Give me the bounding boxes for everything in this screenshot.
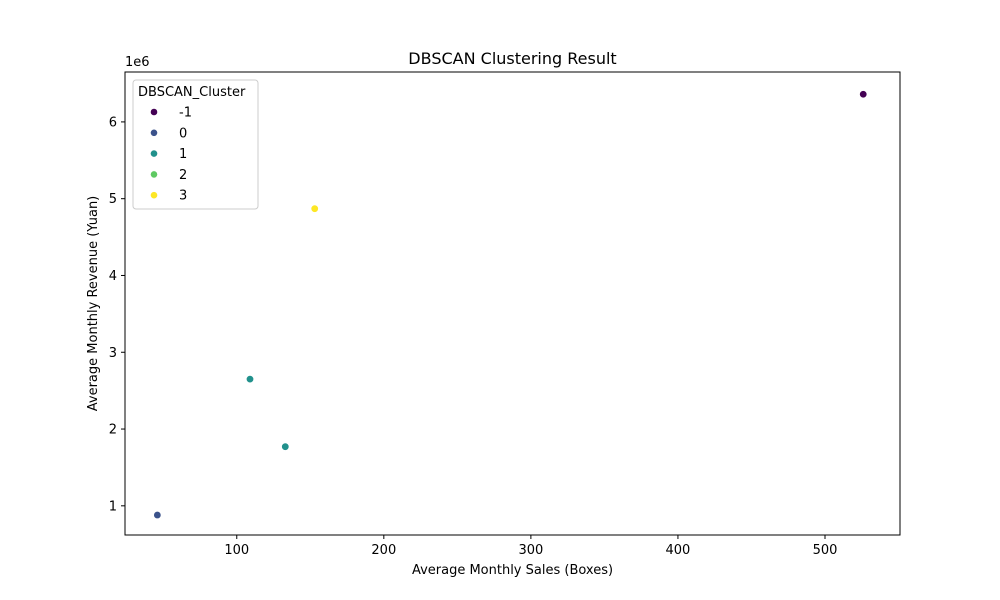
legend: DBSCAN_Cluster -1 0 1 2 3 (132, 79, 259, 210)
data-point (859, 90, 868, 99)
x-tick-label: 400 (666, 543, 691, 558)
legend-marker (150, 191, 158, 200)
y-tick-label: 2 (109, 423, 117, 438)
y-axis-offset-label: 1e6 (125, 55, 150, 70)
chart-title: DBSCAN Clustering Result (408, 49, 616, 68)
y-tick-label: 4 (109, 269, 117, 284)
y-tick-label: 3 (109, 346, 117, 361)
y-tick-label: 5 (109, 192, 117, 207)
x-tick-label: 500 (813, 543, 838, 558)
y-tick-label: 6 (109, 115, 117, 130)
data-point (310, 204, 319, 213)
legend-entry-label: 1 (179, 147, 187, 162)
y-axis-label: Average Monthly Revenue (Yuan) (86, 196, 101, 411)
y-axis-ticks: 1 2 3 4 5 6 (109, 115, 125, 514)
legend-marker (150, 108, 158, 116)
legend-title: DBSCAN_Cluster (138, 85, 246, 100)
x-tick-label: 300 (518, 543, 543, 558)
legend-entries: -1 0 1 2 3 (150, 106, 192, 204)
legend-marker (150, 128, 158, 137)
data-point (245, 374, 255, 384)
legend-entry-label: -1 (179, 106, 192, 121)
legend-frame (132, 79, 259, 210)
data-points (153, 90, 868, 520)
x-tick-label: 200 (371, 543, 396, 558)
legend-entry-label: 2 (179, 168, 187, 183)
x-tick-label: 100 (224, 543, 249, 558)
data-point (153, 510, 162, 520)
y-tick-label: 1 (109, 499, 117, 514)
legend-marker (150, 170, 158, 179)
x-axis-label: Average Monthly Sales (Boxes) (412, 563, 613, 578)
data-point (281, 442, 290, 451)
x-axis-ticks: 100 200 300 400 500 (224, 535, 837, 558)
legend-marker (150, 149, 158, 158)
legend-entry-label: 0 (179, 126, 187, 141)
plot-area (124, 71, 901, 536)
legend-entry-label: 3 (179, 189, 187, 204)
